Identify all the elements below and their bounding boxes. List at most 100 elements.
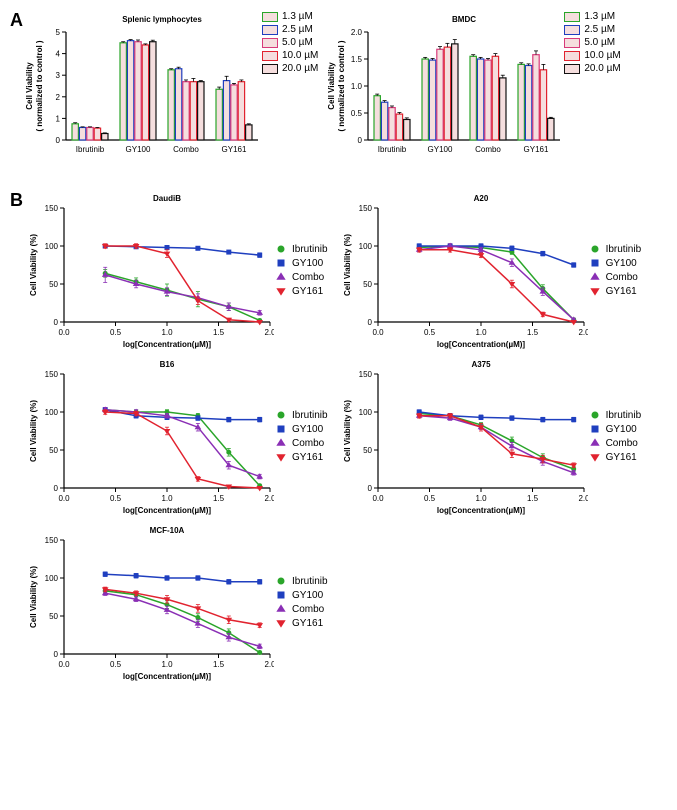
svg-text:0.5: 0.5: [110, 494, 122, 503]
svg-text:Cell Viability (%): Cell Viability (%): [29, 566, 38, 628]
legend-item: 1.3 µM: [564, 11, 620, 22]
legend-label: 10.0 µM: [282, 50, 318, 61]
svg-text:Cell Viability (%): Cell Viability (%): [29, 234, 38, 296]
svg-text:0: 0: [367, 484, 372, 493]
legend-label: 20.0 µM: [584, 63, 620, 74]
line-legend: IbrutinibGY100ComboGY161: [274, 574, 328, 630]
legend-item: 20.0 µM: [262, 63, 318, 74]
svg-text:log[Concentration(µM)]: log[Concentration(µM)]: [437, 506, 525, 515]
svg-text:2.0: 2.0: [264, 328, 274, 337]
svg-text:2.0: 2.0: [578, 328, 588, 337]
panel-b: B 0501001500.00.51.01.52.0DaudiBCell Via…: [10, 190, 667, 682]
svg-text:log[Concentration(µM)]: log[Concentration(µM)]: [123, 340, 211, 349]
svg-text:1.0: 1.0: [161, 660, 173, 669]
svg-text:1.0: 1.0: [161, 494, 173, 503]
legend-item: GY161: [274, 451, 328, 463]
legend-label: GY100: [292, 590, 323, 601]
svg-text:4: 4: [56, 50, 61, 59]
line-chart-daudib: 0501001500.00.51.01.52.0DaudiBCell Viabi…: [24, 190, 274, 350]
legend-marker: [274, 285, 288, 297]
svg-text:Cell Viability( normalized to: Cell Viability( normalized to control ): [25, 40, 44, 131]
legend-item: GY161: [274, 285, 328, 297]
legend-item: Ibrutinib: [588, 243, 642, 255]
svg-text:1.0: 1.0: [351, 82, 363, 91]
bar-chart-bmdc: 00.51.01.52.0BMDCCell Viability( normali…: [326, 10, 564, 170]
svg-text:0.5: 0.5: [110, 660, 122, 669]
legend-label: GY100: [292, 424, 323, 435]
legend-marker: [588, 243, 602, 255]
legend-item: 5.0 µM: [564, 37, 620, 48]
legend-item: GY100: [274, 257, 328, 269]
legend-item: 5.0 µM: [262, 37, 318, 48]
svg-text:Splenic lymphocytes: Splenic lymphocytes: [122, 15, 202, 24]
line-chart-mcf-10a: 0501001500.00.51.01.52.0MCF-10ACell Viab…: [24, 522, 274, 682]
legend-label: Ibrutinib: [606, 410, 642, 421]
legend-swatch: [564, 25, 580, 35]
svg-text:2.0: 2.0: [264, 494, 274, 503]
legend-label: GY161: [606, 452, 637, 463]
svg-text:0: 0: [54, 484, 59, 493]
svg-text:1: 1: [56, 114, 61, 123]
svg-text:0.0: 0.0: [372, 328, 384, 337]
svg-text:0.0: 0.0: [58, 494, 70, 503]
line-legend: IbrutinibGY100ComboGY161: [588, 242, 642, 298]
legend-swatch: [262, 38, 278, 48]
legend-item: Combo: [274, 437, 328, 449]
line-chart-block: 0501001500.00.51.01.52.0MCF-10ACell Viab…: [24, 522, 328, 682]
svg-text:1.5: 1.5: [213, 494, 225, 503]
line-chart-block: 0501001500.00.51.01.52.0B16Cell Viabilit…: [24, 356, 328, 516]
svg-text:log[Concentration(µM)]: log[Concentration(µM)]: [123, 672, 211, 681]
legend-item: Combo: [274, 603, 328, 615]
svg-text:150: 150: [45, 536, 59, 545]
legend-marker: [588, 271, 602, 283]
legend-item: GY161: [588, 285, 642, 297]
legend-label: Combo: [292, 604, 324, 615]
svg-text:2.0: 2.0: [351, 28, 363, 37]
svg-text:0: 0: [358, 136, 363, 145]
svg-text:2.0: 2.0: [578, 494, 588, 503]
legend-label: Combo: [292, 438, 324, 449]
svg-text:100: 100: [45, 574, 59, 583]
svg-text:150: 150: [358, 370, 372, 379]
svg-text:1.5: 1.5: [351, 55, 363, 64]
svg-text:150: 150: [45, 370, 59, 379]
svg-text:50: 50: [363, 446, 372, 455]
legend-item: Combo: [588, 437, 642, 449]
svg-text:1.0: 1.0: [161, 328, 173, 337]
line-chart-a375: 0501001500.00.51.01.52.0A375Cell Viabili…: [338, 356, 588, 516]
panel-b-label: B: [10, 190, 23, 211]
line-legend: Ibrutinib GY100 Combo GY161: [588, 408, 642, 464]
legend-label: 2.5 µM: [282, 24, 313, 35]
svg-text:0: 0: [367, 318, 372, 327]
legend-item: GY100: [588, 423, 642, 435]
legend-item: GY161: [588, 451, 642, 463]
legend-label: GY161: [292, 452, 323, 463]
legend-item: GY100: [274, 423, 328, 435]
legend-label: Combo: [292, 272, 324, 283]
legend-label: GY100: [606, 258, 637, 269]
legend-marker: [274, 437, 288, 449]
svg-text:Cell Viability( normalized to: Cell Viability( normalized to control ): [327, 40, 346, 131]
legend-marker: [274, 271, 288, 283]
legend-marker: [274, 243, 288, 255]
legend-item: 1.3 µM: [262, 11, 318, 22]
bar-legend: 1.3 µM2.5 µM5.0 µM10.0 µM20.0 µM: [564, 10, 620, 75]
line-legend: IbrutinibGY100ComboGY161: [274, 242, 328, 298]
legend-swatch: [564, 12, 580, 22]
line-chart-row: 0501001500.00.51.01.52.0DaudiBCell Viabi…: [24, 190, 667, 350]
svg-text:100: 100: [358, 242, 372, 251]
svg-text:BMDC: BMDC: [452, 15, 476, 24]
panel-a-label: A: [10, 10, 23, 31]
legend-item: Ibrutinib: [274, 409, 328, 421]
svg-text:1.5: 1.5: [213, 660, 225, 669]
legend-swatch: [564, 64, 580, 74]
legend-swatch: [564, 38, 580, 48]
legend-label: Combo: [606, 438, 638, 449]
svg-text:0.0: 0.0: [372, 494, 384, 503]
legend-label: Ibrutinib: [606, 244, 642, 255]
legend-label: GY100: [606, 424, 637, 435]
legend-item: GY100: [274, 589, 328, 601]
bar-legend: 1.3 µM 2.5 µM 5.0 µM 10.0 µM 20.0 µM: [262, 10, 318, 75]
legend-item: Ibrutinib: [588, 409, 642, 421]
svg-text:1.5: 1.5: [527, 494, 539, 503]
